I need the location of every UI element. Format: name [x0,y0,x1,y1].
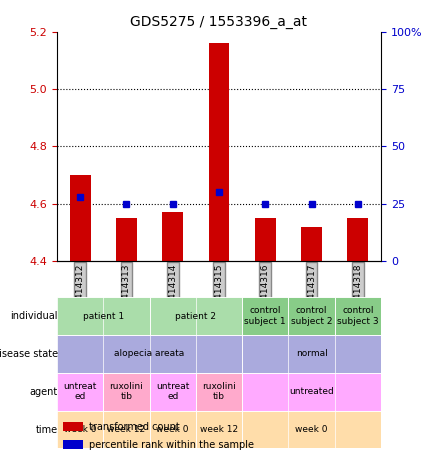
Text: week 12: week 12 [200,425,238,434]
Text: week 0: week 0 [64,425,96,434]
Bar [57,335,242,373]
Text: disease state: disease state [0,349,58,359]
Text: percentile rank within the sample: percentile rank within the sample [89,440,254,450]
Bar [149,297,242,335]
Bar [103,410,149,448]
Bar [162,212,183,261]
Bar [57,410,103,448]
Bar [149,410,196,448]
Text: alopecia areata: alopecia areata [114,349,185,358]
Text: ruxolini
tib: ruxolini tib [110,382,143,401]
Text: agent: agent [30,387,58,397]
Title: GDS5275 / 1553396_a_at: GDS5275 / 1553396_a_at [131,15,307,29]
Text: patient 2: patient 2 [175,312,216,321]
Bar [57,373,103,410]
Text: normal: normal [296,349,328,358]
Text: untreat
ed: untreat ed [64,382,97,401]
Text: untreat
ed: untreat ed [156,382,189,401]
Text: week 12: week 12 [107,425,145,434]
Bar [289,297,335,335]
Bar [335,297,381,335]
Text: untreated: untreated [289,387,334,396]
Bar [347,218,368,261]
Bar [255,218,276,261]
Text: control
subject 2: control subject 2 [291,306,332,326]
Bar [242,335,381,373]
Text: time: time [36,424,58,434]
Bar [70,175,91,261]
Bar [242,373,381,410]
Bar [64,440,83,449]
Bar [57,297,149,335]
Bar [196,410,242,448]
Bar [301,226,322,261]
Bar [196,373,242,410]
Bar [64,422,83,431]
Bar [116,218,137,261]
Bar [242,297,289,335]
Bar [242,410,381,448]
Bar [208,43,230,261]
Bar [103,373,149,410]
Text: transformed count: transformed count [89,422,180,432]
Text: week 0: week 0 [295,425,328,434]
Text: control
subject 3: control subject 3 [337,306,379,326]
Text: control
subject 1: control subject 1 [244,306,286,326]
Text: patient 1: patient 1 [83,312,124,321]
Text: week 0: week 0 [156,425,189,434]
Text: ruxolini
tib: ruxolini tib [202,382,236,401]
Bar [149,373,196,410]
Text: individual: individual [11,311,58,321]
